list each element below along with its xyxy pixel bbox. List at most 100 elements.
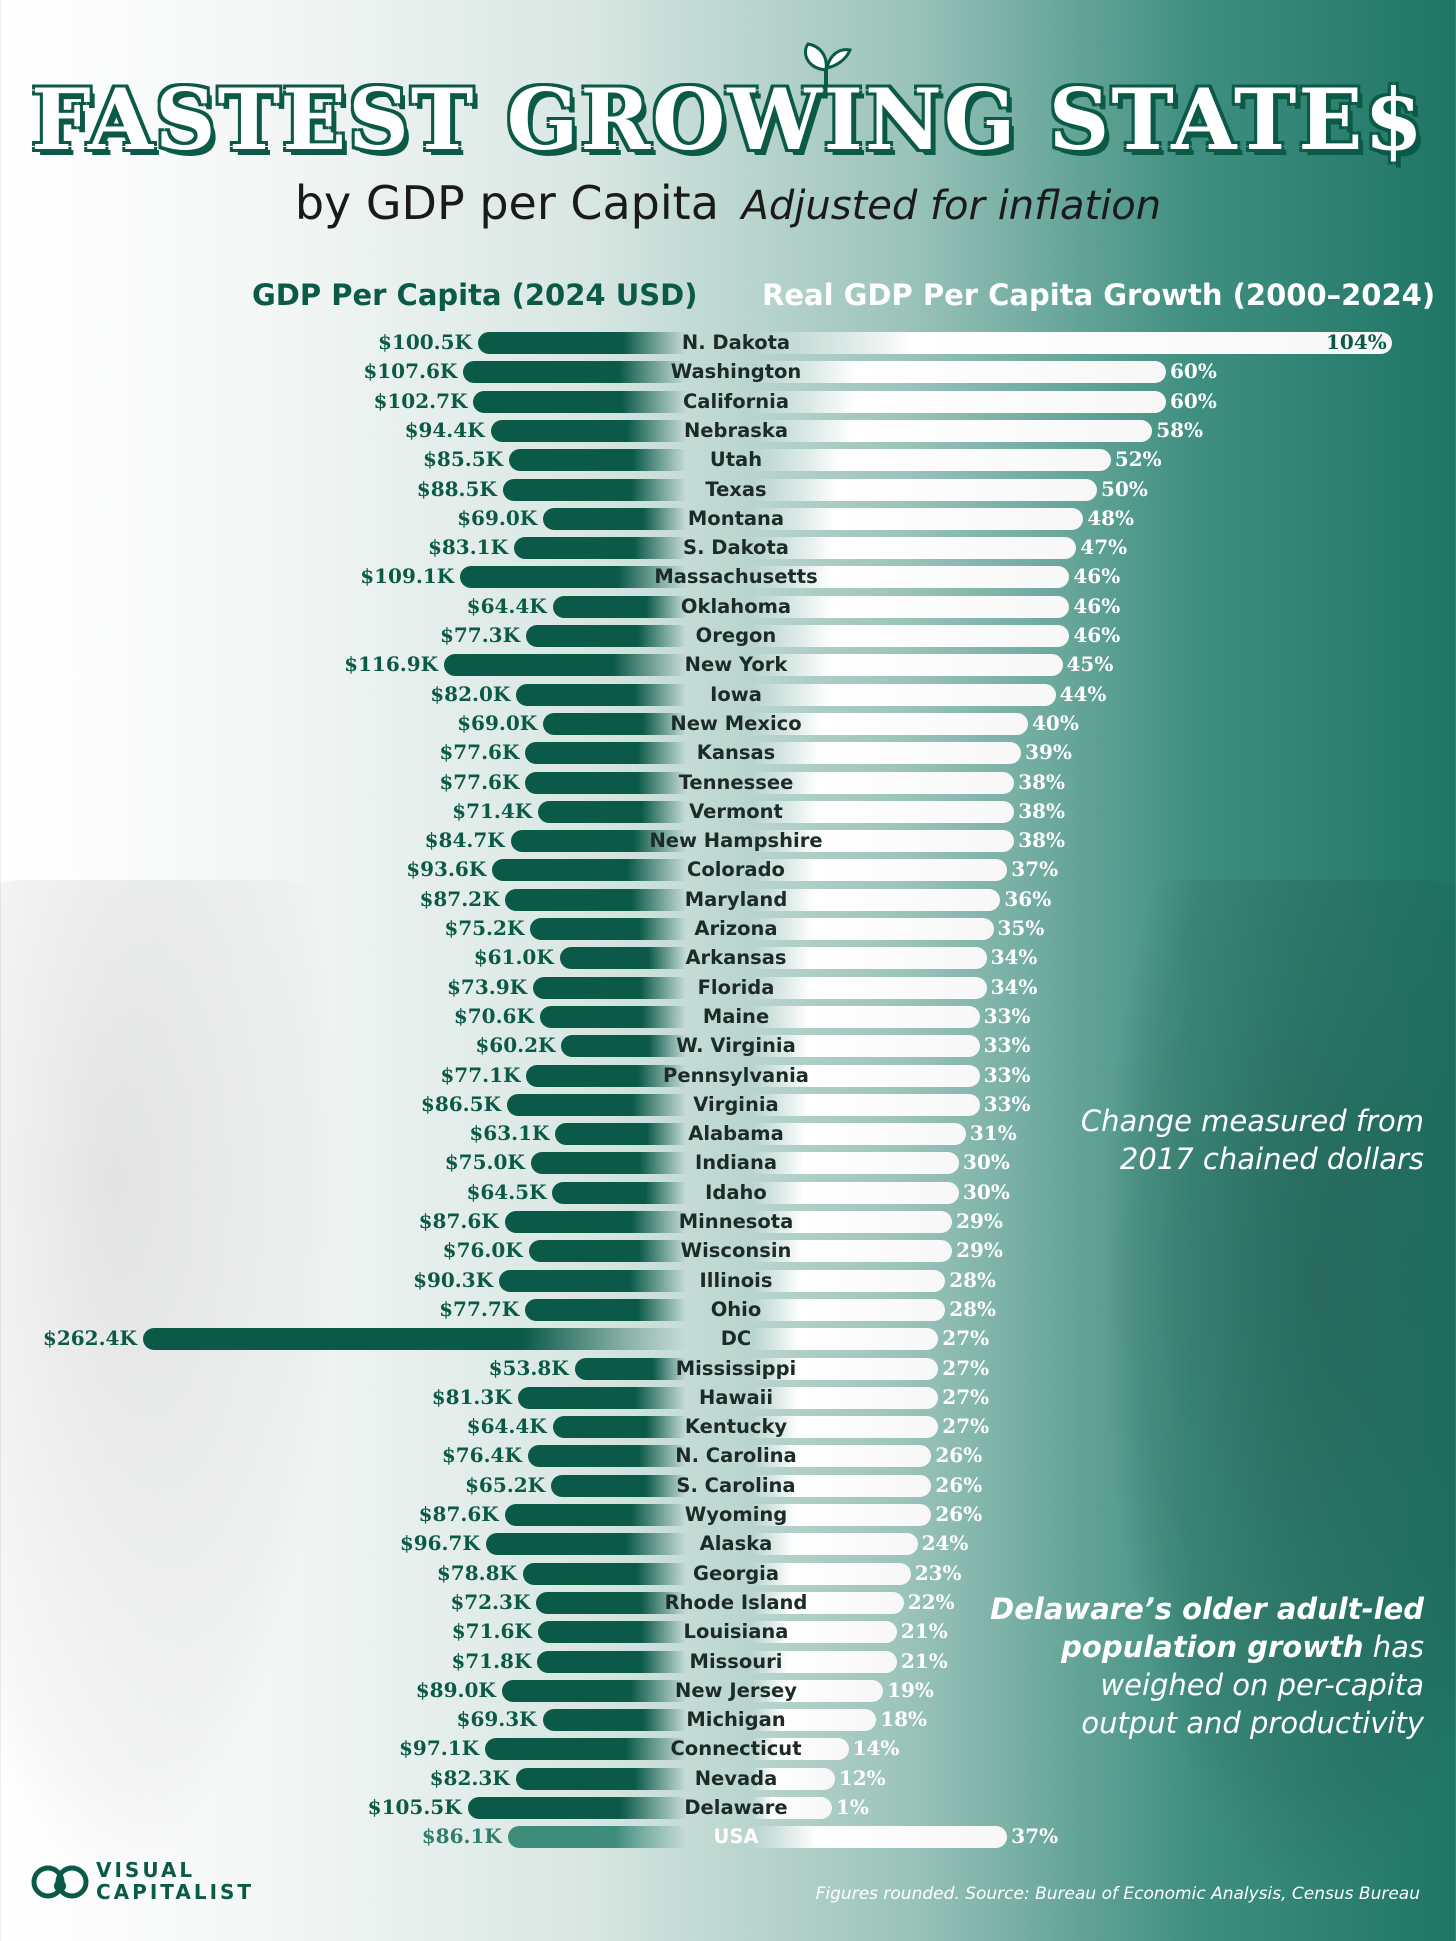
growth-value-label: 36% xyxy=(1004,886,1052,911)
state-label: Maine xyxy=(702,1004,770,1028)
growth-bar xyxy=(752,1269,946,1292)
growth-value-label: 22% xyxy=(907,1589,955,1614)
gdp-value-label: $77.6K xyxy=(439,740,520,765)
growth-bar xyxy=(752,742,1022,765)
growth-bar xyxy=(752,1123,966,1146)
growth-bar xyxy=(752,1416,939,1439)
gdp-bar xyxy=(477,332,686,354)
gdp-bar xyxy=(522,1562,686,1585)
gdp-value-label: $73.9K xyxy=(447,974,528,999)
state-label: Illinois xyxy=(699,1268,773,1292)
gdp-bar xyxy=(559,947,686,970)
growth-value-label: 44% xyxy=(1059,681,1107,706)
gdp-bar xyxy=(444,654,686,677)
growth-value-label: 27% xyxy=(942,1326,990,1351)
state-label: Georgia xyxy=(692,1561,780,1585)
growth-value-label: 37% xyxy=(1011,1824,1059,1849)
gdp-bar xyxy=(530,918,686,940)
gdp-value-label: $64.4K xyxy=(466,1414,547,1439)
growth-bar xyxy=(752,1767,835,1790)
gdp-value-label: $76.0K xyxy=(442,1238,523,1263)
growth-bar xyxy=(752,1474,932,1497)
brand-line-1: VISUAL xyxy=(96,1858,196,1882)
state-label: Michigan xyxy=(686,1708,786,1732)
gdp-bar xyxy=(142,1328,686,1351)
gdp-value-label: $70.6K xyxy=(453,1003,534,1028)
growth-value-label: 46% xyxy=(1073,564,1121,589)
state-label: New Jersey xyxy=(675,1678,797,1702)
growth-value-label: 38% xyxy=(1018,769,1066,794)
growth-bar xyxy=(752,1181,959,1204)
gdp-value-label: $72.3K xyxy=(450,1589,531,1614)
growth-bar xyxy=(752,1357,939,1380)
growth-bar xyxy=(752,1738,849,1761)
gdp-value-label: $81.3K xyxy=(431,1384,512,1409)
growth-bar xyxy=(752,1152,959,1175)
gdp-value-label: $82.3K xyxy=(429,1765,510,1790)
growth-value-label: 33% xyxy=(983,1062,1031,1087)
delaware-note: Delaware’s older adult-led population gr… xyxy=(990,1590,1424,1742)
gdp-value-label: $82.0K xyxy=(430,681,511,706)
gdp-value-label: $69.0K xyxy=(457,710,538,735)
growth-value-label: 1% xyxy=(836,1795,869,1819)
state-label: Arizona xyxy=(694,917,778,940)
growth-bar xyxy=(752,712,1028,735)
gdp-value-label: $96.7K xyxy=(399,1531,480,1556)
note-line: Change measured from xyxy=(1080,1104,1424,1138)
state-label: N. Carolina xyxy=(675,1444,797,1468)
gdp-bar xyxy=(530,1152,686,1175)
gdp-bar xyxy=(473,390,686,413)
growth-bar xyxy=(752,507,1084,530)
growth-bar xyxy=(752,1035,980,1058)
gdp-value-label: $100.5K xyxy=(378,330,472,354)
state-label: Nevada xyxy=(694,1766,778,1790)
growth-bar xyxy=(752,537,1077,560)
growth-value-label: 26% xyxy=(935,1502,983,1526)
gdp-bar xyxy=(501,1679,686,1702)
gdp-bar xyxy=(539,1005,686,1028)
gdp-bar xyxy=(505,888,686,911)
growth-value-label: 60% xyxy=(1170,359,1217,384)
gdp-value-label: $75.0K xyxy=(444,1150,525,1175)
gdp-bar xyxy=(504,1504,686,1526)
gdp-bar xyxy=(504,1211,686,1233)
growth-bar xyxy=(752,566,1070,589)
growth-value-label: 47% xyxy=(1080,535,1128,560)
growth-bar xyxy=(752,654,1063,677)
growth-value-label: 40% xyxy=(1032,710,1079,735)
state-label: Missouri xyxy=(689,1649,783,1673)
gdp-bar xyxy=(485,1738,686,1761)
source-footnote: Figures rounded. Source: Bureau of Econo… xyxy=(815,1884,1420,1904)
growth-bar xyxy=(752,449,1111,472)
state-label: Washington xyxy=(670,360,802,384)
growth-value-label: 14% xyxy=(852,1736,900,1761)
gdp-bar xyxy=(525,1298,686,1321)
state-label: California xyxy=(682,389,790,413)
gdp-bar xyxy=(551,1474,686,1497)
gdp-value-label: $105.5K xyxy=(367,1795,462,1819)
growth-value-label: 60% xyxy=(1170,388,1217,413)
gdp-bar xyxy=(574,1357,686,1380)
state-label: Rhode Island xyxy=(664,1590,808,1614)
state-label: Florida xyxy=(697,975,775,999)
growth-bar xyxy=(752,1445,932,1468)
gdp-bar xyxy=(515,1767,686,1790)
growth-bar xyxy=(752,1211,953,1233)
page-subtitle: by GDP per Capita Adjusted for inflation xyxy=(0,176,1456,230)
gdp-value-label: $87.6K xyxy=(418,1502,499,1526)
state-label: Vermont xyxy=(689,799,783,823)
state-label: Oregon xyxy=(695,624,777,647)
growth-value-label: 21% xyxy=(900,1648,948,1673)
gdp-bar xyxy=(507,1826,686,1849)
growth-bar xyxy=(752,1621,897,1644)
growth-value-label: 30% xyxy=(963,1179,1010,1204)
growth-value-label: 27% xyxy=(942,1355,990,1380)
growth-bar xyxy=(752,800,1015,823)
brand-logo-block: VISUAL CAPITALIST xyxy=(30,1856,254,1906)
growth-value-label: 27% xyxy=(942,1414,990,1439)
state-label: New Hampshire xyxy=(649,829,823,853)
gdp-bar xyxy=(510,830,686,853)
growth-bar xyxy=(752,1797,832,1819)
gdp-bar xyxy=(542,1709,686,1732)
state-label: DC xyxy=(720,1327,752,1351)
